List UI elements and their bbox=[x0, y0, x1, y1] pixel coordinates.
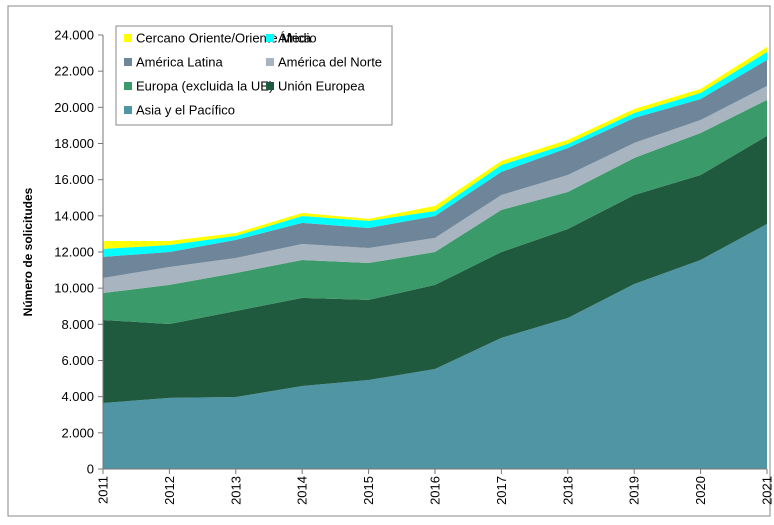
legend-swatch bbox=[124, 82, 132, 90]
y-tick-label: 8.000 bbox=[61, 317, 94, 332]
x-tick-label: 2011 bbox=[96, 476, 111, 504]
x-tick-label: 2017 bbox=[494, 476, 509, 505]
x-tick-label: 2014 bbox=[295, 476, 310, 505]
y-tick-label: 4.000 bbox=[61, 389, 94, 404]
x-tick-label: 2015 bbox=[361, 476, 376, 505]
y-tick-label: 24.000 bbox=[54, 28, 94, 43]
x-tick-label: 2018 bbox=[560, 476, 575, 505]
y-tick-label: 12.000 bbox=[54, 245, 94, 260]
legend-swatch bbox=[124, 34, 132, 42]
legend-swatch bbox=[266, 82, 274, 90]
x-tick-label: 2013 bbox=[228, 476, 243, 505]
legend-swatch bbox=[266, 34, 274, 42]
y-tick-label: 14.000 bbox=[54, 208, 94, 223]
legend-swatch bbox=[266, 58, 274, 66]
y-tick-label: 20.000 bbox=[54, 100, 94, 115]
legend-label: Asia y el Pacífico bbox=[136, 103, 235, 118]
legend-label: América Latina bbox=[136, 55, 223, 70]
legend-swatch bbox=[124, 58, 132, 66]
y-tick-label: 6.000 bbox=[61, 353, 94, 368]
legend-label: África bbox=[278, 31, 312, 46]
y-tick-label: 22.000 bbox=[54, 64, 94, 79]
x-tick-label: 2012 bbox=[162, 476, 177, 505]
x-tick-label: 2020 bbox=[693, 476, 708, 505]
y-tick-label: 16.000 bbox=[54, 172, 94, 187]
x-tick-label: 2021 bbox=[760, 476, 774, 505]
x-tick-label: 2016 bbox=[428, 476, 443, 505]
y-axis-label: Número de solicitudes bbox=[21, 187, 35, 316]
y-tick-label: 2.000 bbox=[61, 425, 94, 440]
legend-label: América del Norte bbox=[278, 55, 382, 70]
y-tick-label: 0 bbox=[87, 462, 94, 477]
legend-swatch bbox=[124, 106, 132, 114]
y-tick-label: 10.000 bbox=[54, 281, 94, 296]
x-tick-label: 2019 bbox=[627, 476, 642, 505]
legend-label: Europa (excluida la UE) bbox=[136, 79, 273, 94]
y-tick-label: 18.000 bbox=[54, 136, 94, 151]
legend-label: Unión Europea bbox=[278, 79, 365, 94]
